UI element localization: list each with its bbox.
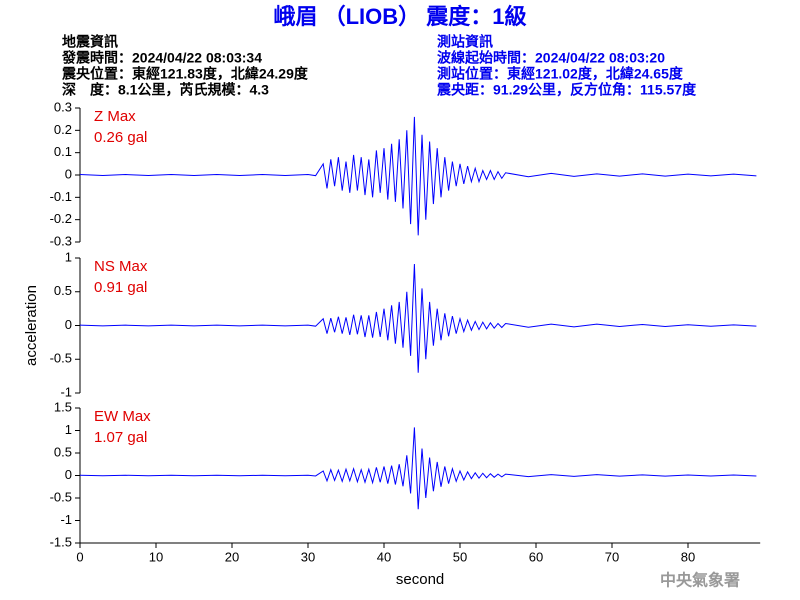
- station-info: 波線起始時間：2024/04/22 08:03:20: [437, 50, 665, 66]
- x-tick-label: 60: [529, 549, 543, 564]
- max-label: NS Max: [94, 258, 148, 275]
- y-tick-label: -0.3: [50, 233, 72, 248]
- x-tick-label: 80: [681, 549, 695, 564]
- x-axis-label: second: [396, 571, 444, 588]
- max-label: EW Max: [94, 408, 151, 425]
- y-tick-label: -0.5: [50, 489, 72, 504]
- max-value: 1.07 gal: [94, 429, 147, 446]
- station-info: 測站資訊: [437, 34, 493, 50]
- y-tick-label: 0.5: [54, 444, 72, 459]
- quake-info: 發震時間：2024/04/22 08:03:34: [61, 50, 262, 66]
- waveform: [79, 116, 757, 236]
- y-tick-label: -1.5: [50, 534, 72, 549]
- max-label: Z Max: [94, 108, 136, 125]
- quake-info: 深 度：8.1公里，芮氏規模：4.3: [62, 82, 269, 98]
- y-tick-label: 0.5: [54, 283, 72, 298]
- y-tick-label: -1: [60, 512, 72, 527]
- max-value: 0.91 gal: [94, 279, 147, 296]
- quake-info: 地震資訊: [62, 34, 118, 50]
- x-tick-label: 10: [149, 549, 163, 564]
- y-tick-label: 0.1: [54, 144, 72, 159]
- title: 峨眉 （LIOB） 震度：1級: [273, 4, 526, 29]
- y-tick-label: 1.5: [54, 399, 72, 414]
- x-tick-label: 70: [605, 549, 619, 564]
- y-tick-label: -0.5: [50, 351, 72, 366]
- x-tick-label: 30: [301, 549, 315, 564]
- max-value: 0.26 gal: [94, 129, 147, 146]
- station-info: 震央距：91.29公里，反方位角：115.57度: [436, 82, 697, 98]
- y-tick-label: -0.2: [50, 211, 72, 226]
- station-info: 測站位置：東經121.02度，北緯24.65度: [437, 66, 684, 82]
- x-tick-label: 0: [76, 549, 83, 564]
- y-tick-label: 1: [65, 249, 72, 264]
- y-tick-label: 0: [65, 166, 72, 181]
- y-tick-label: -0.1: [50, 189, 72, 204]
- quake-info: 震央位置：東經121.83度，北緯24.29度: [61, 66, 309, 82]
- y-tick-label: 0: [65, 467, 72, 482]
- y-axis-label: acceleration: [23, 285, 40, 366]
- x-tick-label: 50: [453, 549, 467, 564]
- y-tick-label: 0: [65, 317, 72, 332]
- waveform: [79, 264, 757, 373]
- y-tick-label: 1: [65, 422, 72, 437]
- y-tick-label: 0.2: [54, 122, 72, 137]
- x-tick-label: 40: [377, 549, 391, 564]
- x-tick-label: 20: [225, 549, 239, 564]
- waveform: [79, 427, 757, 510]
- y-tick-label: -1: [60, 384, 72, 399]
- y-tick-label: 0.3: [54, 99, 72, 114]
- footer: 中央氣象署: [660, 571, 740, 590]
